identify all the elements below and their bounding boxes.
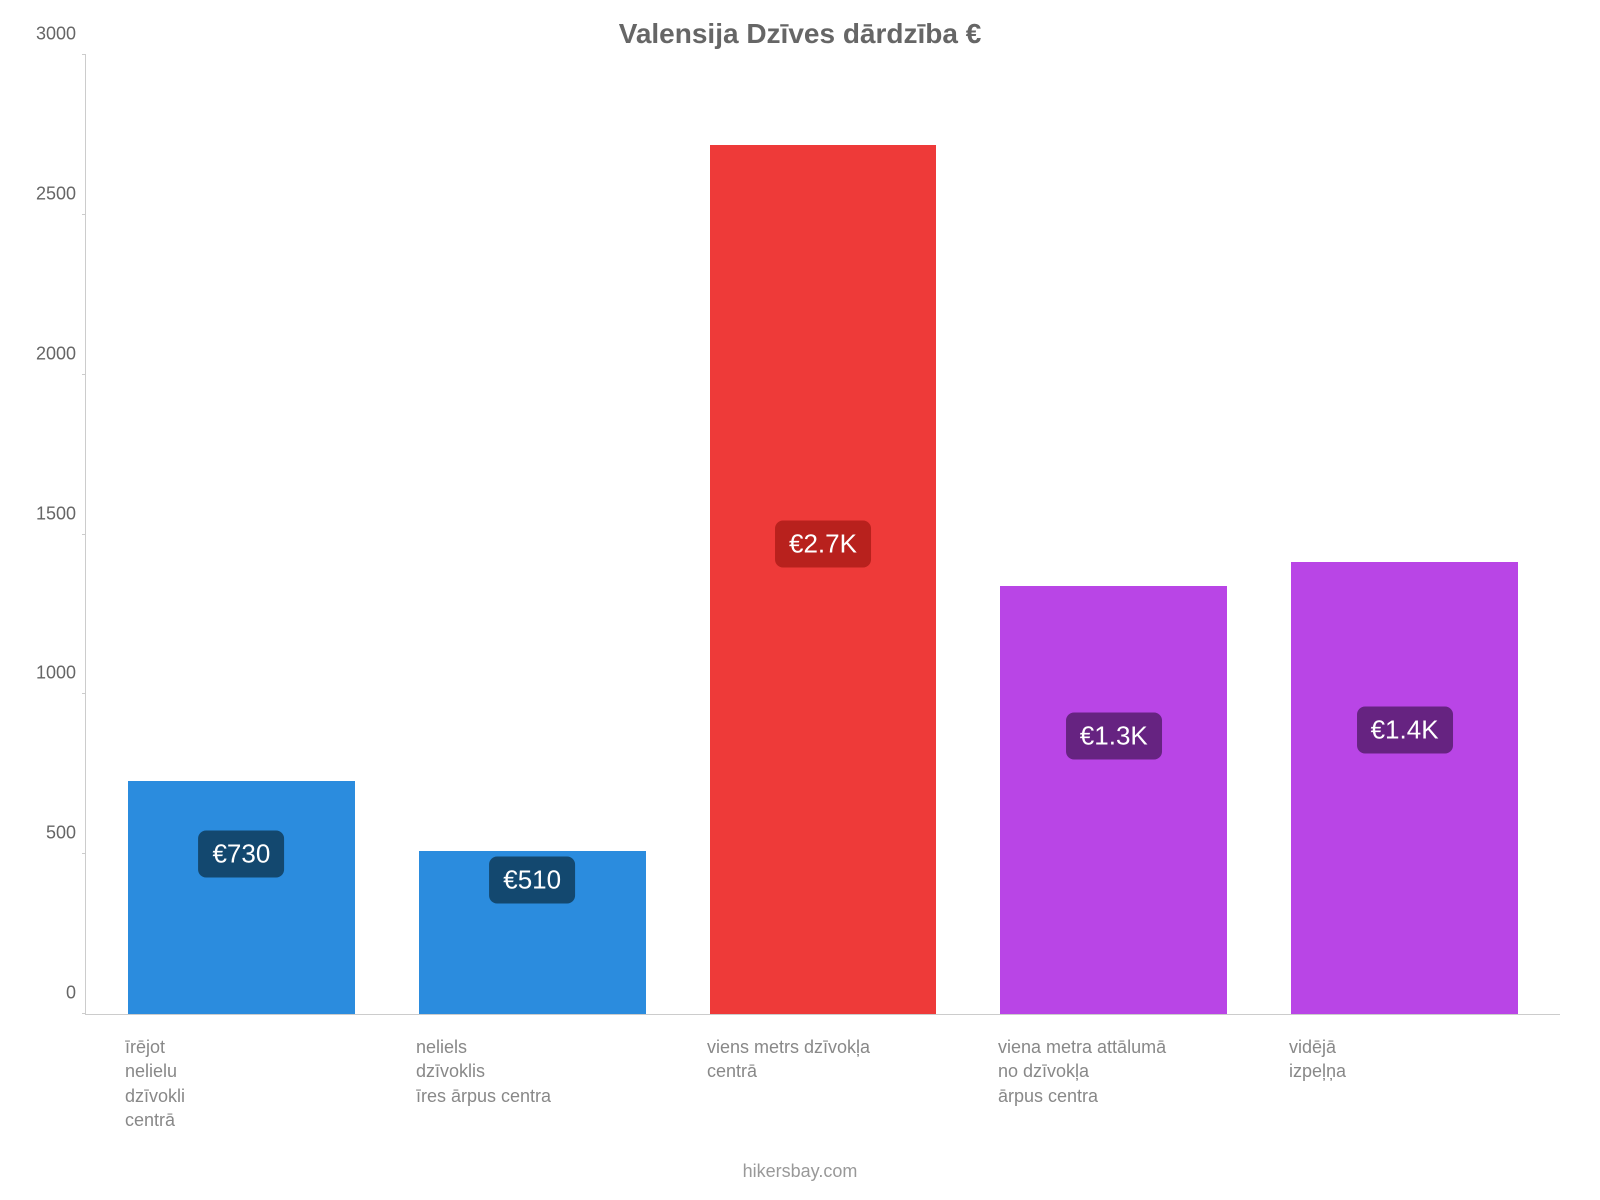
x-axis-label: īrējot nelielu dzīvokli centrā	[95, 1035, 386, 1132]
bar: €2.7K	[710, 145, 937, 1014]
y-tick-label: 1500	[36, 503, 86, 524]
y-tick-label: 500	[46, 823, 86, 844]
value-badge: €1.4K	[1357, 706, 1453, 753]
bar-slot: €1.4K	[1259, 55, 1550, 1014]
y-tick-mark	[82, 534, 86, 535]
attribution: hikersbay.com	[0, 1161, 1600, 1182]
chart-title: Valensija Dzīves dārdzība €	[0, 18, 1600, 50]
x-axis-label: vidējā izpeļņa	[1259, 1035, 1550, 1132]
bar-slot: €2.7K	[678, 55, 969, 1014]
bar-slot: €1.3K	[968, 55, 1259, 1014]
bar: €730	[128, 781, 355, 1014]
value-badge: €730	[198, 831, 284, 878]
y-tick-mark	[82, 214, 86, 215]
x-axis-labels: īrējot nelielu dzīvokli centrāneliels dz…	[85, 1035, 1560, 1132]
plot-area: €730€510€2.7K€1.3K€1.4K 0500100015002000…	[85, 55, 1560, 1015]
bar-slot: €510	[387, 55, 678, 1014]
bars-group: €730 €510 €2.7K €1.3K €1.4K	[86, 55, 1560, 1014]
y-tick-label: 2500	[36, 183, 86, 204]
y-tick-label: 0	[66, 983, 86, 1004]
y-tick-mark	[82, 853, 86, 854]
y-tick-mark	[82, 54, 86, 55]
y-tick-label: 3000	[36, 24, 86, 45]
y-tick-label: 2000	[36, 343, 86, 364]
bar-slot: €730	[96, 55, 387, 1014]
y-tick-mark	[82, 374, 86, 375]
value-badge: €1.3K	[1066, 712, 1162, 759]
value-badge: €2.7K	[775, 521, 871, 568]
y-tick-mark	[82, 693, 86, 694]
y-tick-label: 1000	[36, 663, 86, 684]
x-axis-label: viena metra attālumā no dzīvokļa ārpus c…	[968, 1035, 1259, 1132]
bar: €1.3K	[1000, 586, 1227, 1014]
bar: €1.4K	[1291, 562, 1518, 1014]
x-axis-label: viens metrs dzīvokļa centrā	[677, 1035, 968, 1132]
x-axis-label: neliels dzīvoklis īres ārpus centra	[386, 1035, 677, 1132]
value-badge: €510	[489, 856, 575, 903]
bar: €510	[419, 851, 646, 1014]
y-tick-mark	[82, 1013, 86, 1014]
cost-of-living-chart: Valensija Dzīves dārdzība € €730 €510 €2.7…	[0, 0, 1600, 1200]
